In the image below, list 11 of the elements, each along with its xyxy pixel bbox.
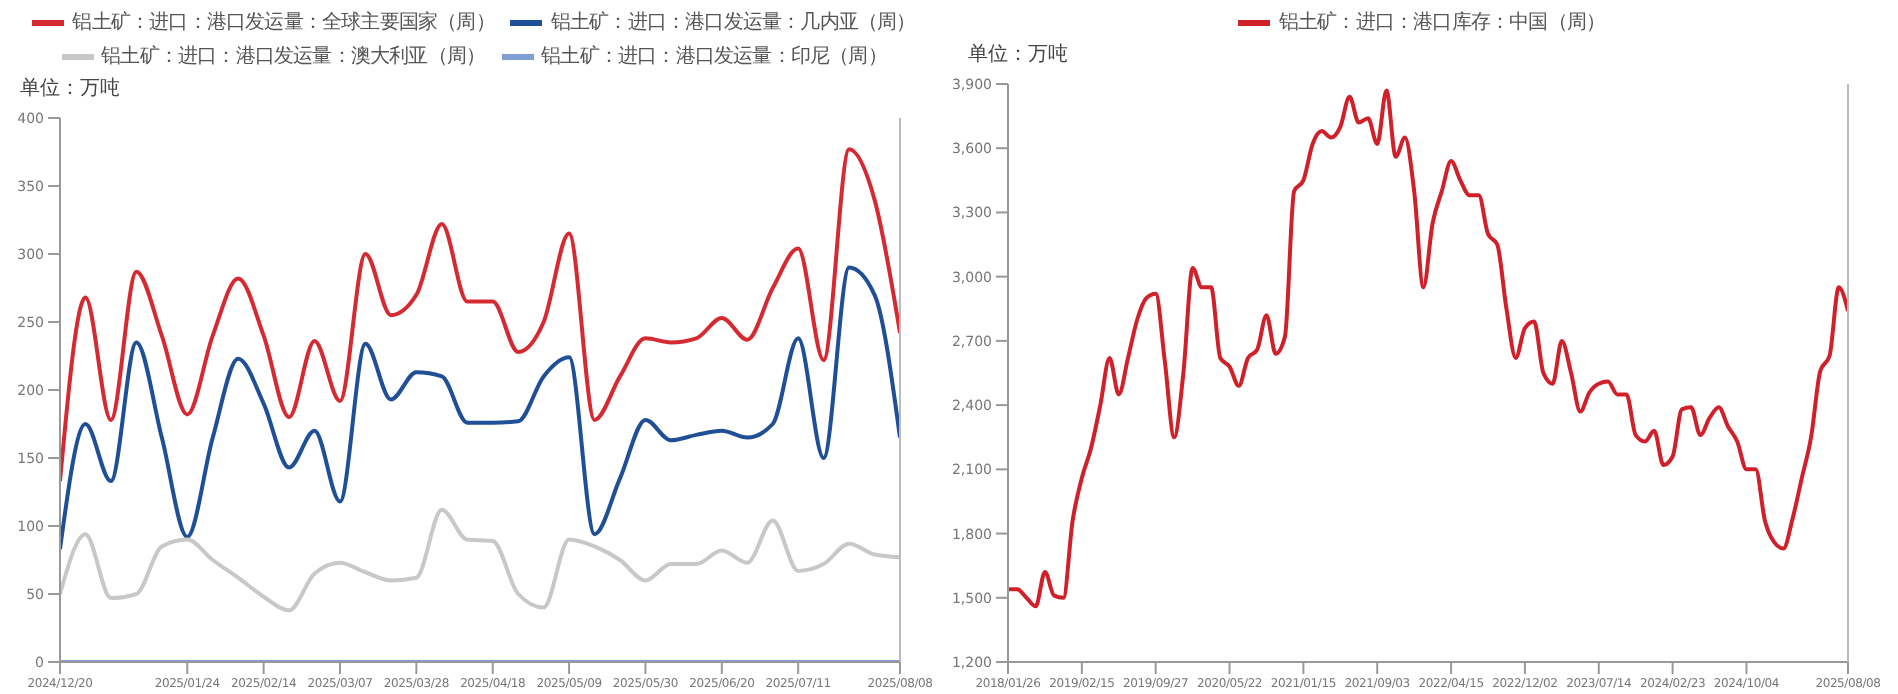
legend-label: 铝土矿：进口：港口发运量：几内亚（周）	[550, 9, 916, 36]
legend-label: 铝土矿：进口：港口库存：中国（周）	[1278, 9, 1606, 36]
text: 单位：万吨	[18, 75, 122, 102]
line-series	[60, 507, 900, 613]
legend-label: 铝土矿：进口：港口发运量：澳大利亚（周）	[101, 43, 486, 70]
line-series	[1008, 88, 1848, 609]
legend-label: 铝土矿：进口：港口发运量：全球主要国家（周）	[72, 9, 495, 36]
legend-label: 铝土矿：进口：港口发运量：印尼（周）	[541, 43, 887, 70]
text: 单位：万吨	[966, 41, 1070, 68]
line-series	[60, 265, 900, 552]
line-series	[60, 147, 900, 484]
